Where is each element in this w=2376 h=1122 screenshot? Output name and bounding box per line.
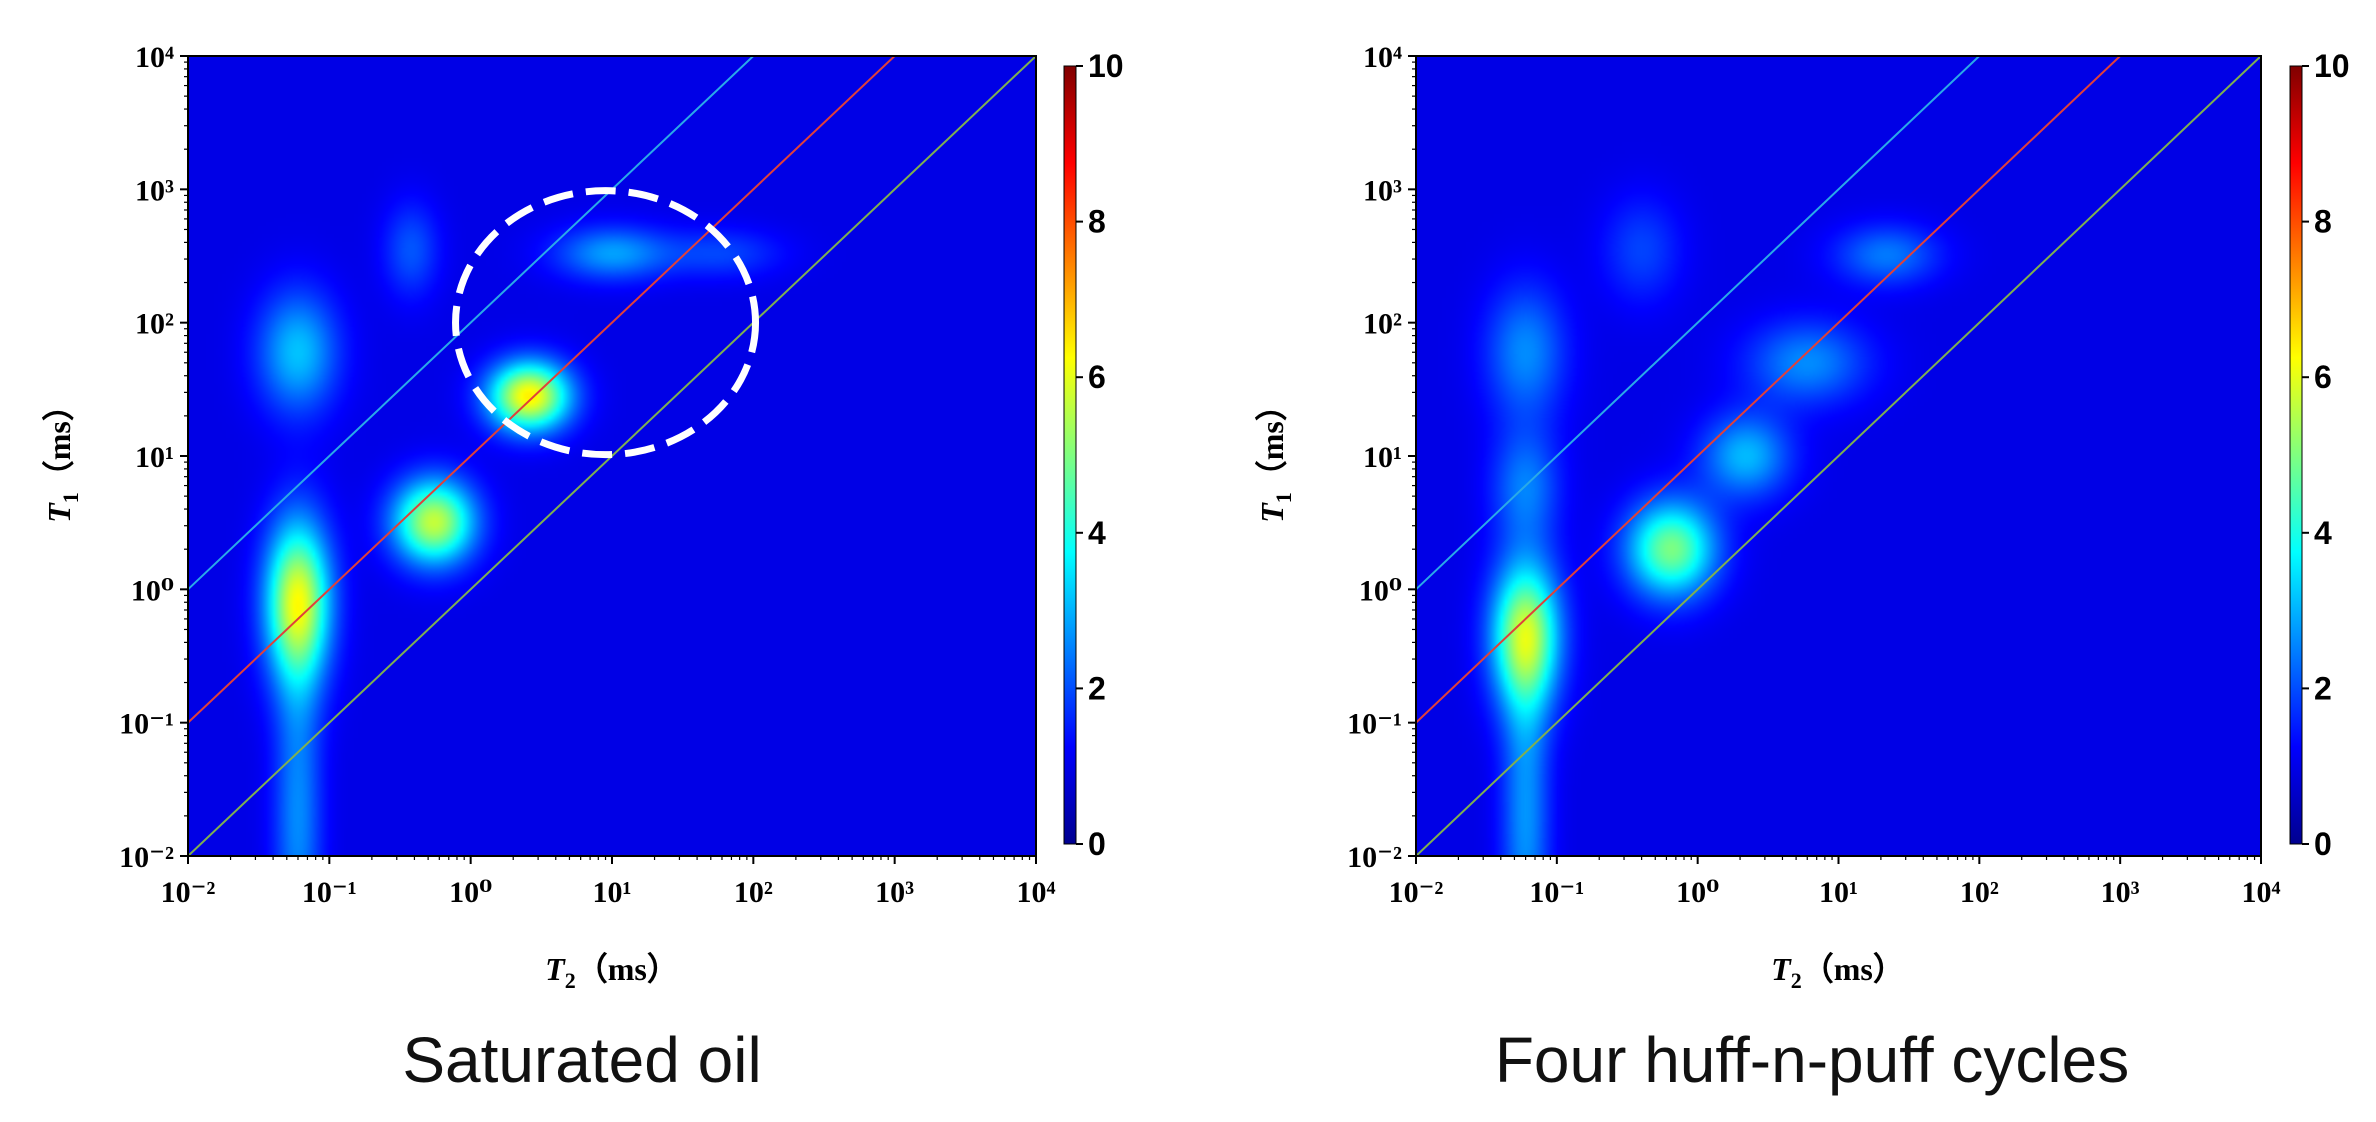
y-tick-label: 10³ [1363,174,1402,207]
y-tick-label: 10⁻² [119,841,174,874]
panel-four-huff-n-puff-cycles: 10⁻²10⁻² 10⁻¹ 10⁻¹ 10⁰ 10⁰ 10¹ 10¹ 10² 10² 10³ 10³… [1254,41,2350,1096]
x-tick-label: 10¹ [593,876,632,909]
y-tick-label: 10² [1363,308,1402,341]
x-tick-label: 10⁻² [1389,876,1444,909]
y-axis-label: T1（ms） [41,389,83,523]
axis-ticks: 10⁻²10⁻² 10⁻¹ 10⁻¹ 10⁰ 10⁰ 10¹ 10¹ 10² 10² 10³ 10³… [119,41,1055,909]
colorbar [2289,65,2303,845]
colorbar-tick-label: 4 [2314,515,2332,551]
y-tick-label: 10³ [135,174,174,207]
colorbar-tick-label: 0 [2314,826,2332,862]
x-tick-label: 10³ [875,876,914,909]
chart-title: Four huff-n-puff cycles [1495,1024,2129,1096]
colorbar-tick-label: 8 [1088,204,1106,240]
chart-title: Saturated oil [402,1024,761,1096]
colorbar-tick-label: 0 [1088,826,1106,862]
y-tick-label: 10⁰ [1359,574,1402,607]
colorbar-tick-label: 10 [2314,48,2350,84]
colorbar-tick-label: 4 [1088,515,1106,551]
y-tick-label: 10⁰ [131,574,174,607]
x-tick-label: 10⁻² [161,876,216,909]
x-tick-label: 10⁰ [1676,876,1719,909]
colorbar-tick-label: 10 [1088,48,1124,84]
x-axis-label: T2（ms） [545,951,679,993]
x-tick-label: 10⁴ [1017,876,1056,909]
x-tick-label: 10³ [2101,876,2140,909]
y-tick-label: 10⁴ [135,41,174,74]
dashed-circle-annotation [452,187,760,459]
y-tick-label: 10¹ [1363,441,1402,474]
colorbar [1063,65,1077,845]
reference-line-ratio-100 [1416,56,1981,591]
x-axis-label: T2（ms） [1771,951,1905,993]
y-axis-label: T1（ms） [1254,389,1296,523]
x-tick-label: 10² [1960,876,1999,909]
y-tick-label: 10¹ [135,441,174,474]
colorbar-tick-label: 6 [2314,359,2332,395]
colorbar-tick-label: 6 [1088,359,1106,395]
y-tick-label: 10² [135,308,174,341]
x-tick-label: 10⁻¹ [1529,876,1584,909]
colorbar-ticks: 0 2 4 6 8 10 [1076,48,1124,862]
x-tick-label: 10⁻¹ [302,876,357,909]
colorbar-tick-label: 8 [2314,204,2332,240]
colorbar-ticks: 0 2 4 6 8 10 [2302,48,2350,862]
reference-line-ratio-1 [1416,56,2261,856]
y-tick-label: 10⁻¹ [119,708,174,741]
panel-saturated-oil: 10⁻²10⁻² 10⁻¹ 10⁻¹ 10⁰ 10⁰ 10¹ 10¹ 10² 10² 10³ 10³… [41,41,1124,1096]
x-tick-label: 10⁴ [2242,876,2281,909]
axis-ticks: 10⁻²10⁻² 10⁻¹ 10⁻¹ 10⁰ 10⁰ 10¹ 10¹ 10² 10² 10³ 10³… [1347,41,2280,909]
colorbar-tick-label: 2 [2314,670,2332,706]
y-tick-label: 10⁻² [1347,841,1402,874]
x-tick-label: 10¹ [1819,876,1858,909]
x-tick-label: 10⁰ [449,876,492,909]
y-tick-label: 10⁴ [1363,41,1402,74]
x-tick-label: 10² [734,876,773,909]
y-tick-label: 10⁻¹ [1347,708,1402,741]
colorbar-tick-label: 2 [1088,670,1106,706]
